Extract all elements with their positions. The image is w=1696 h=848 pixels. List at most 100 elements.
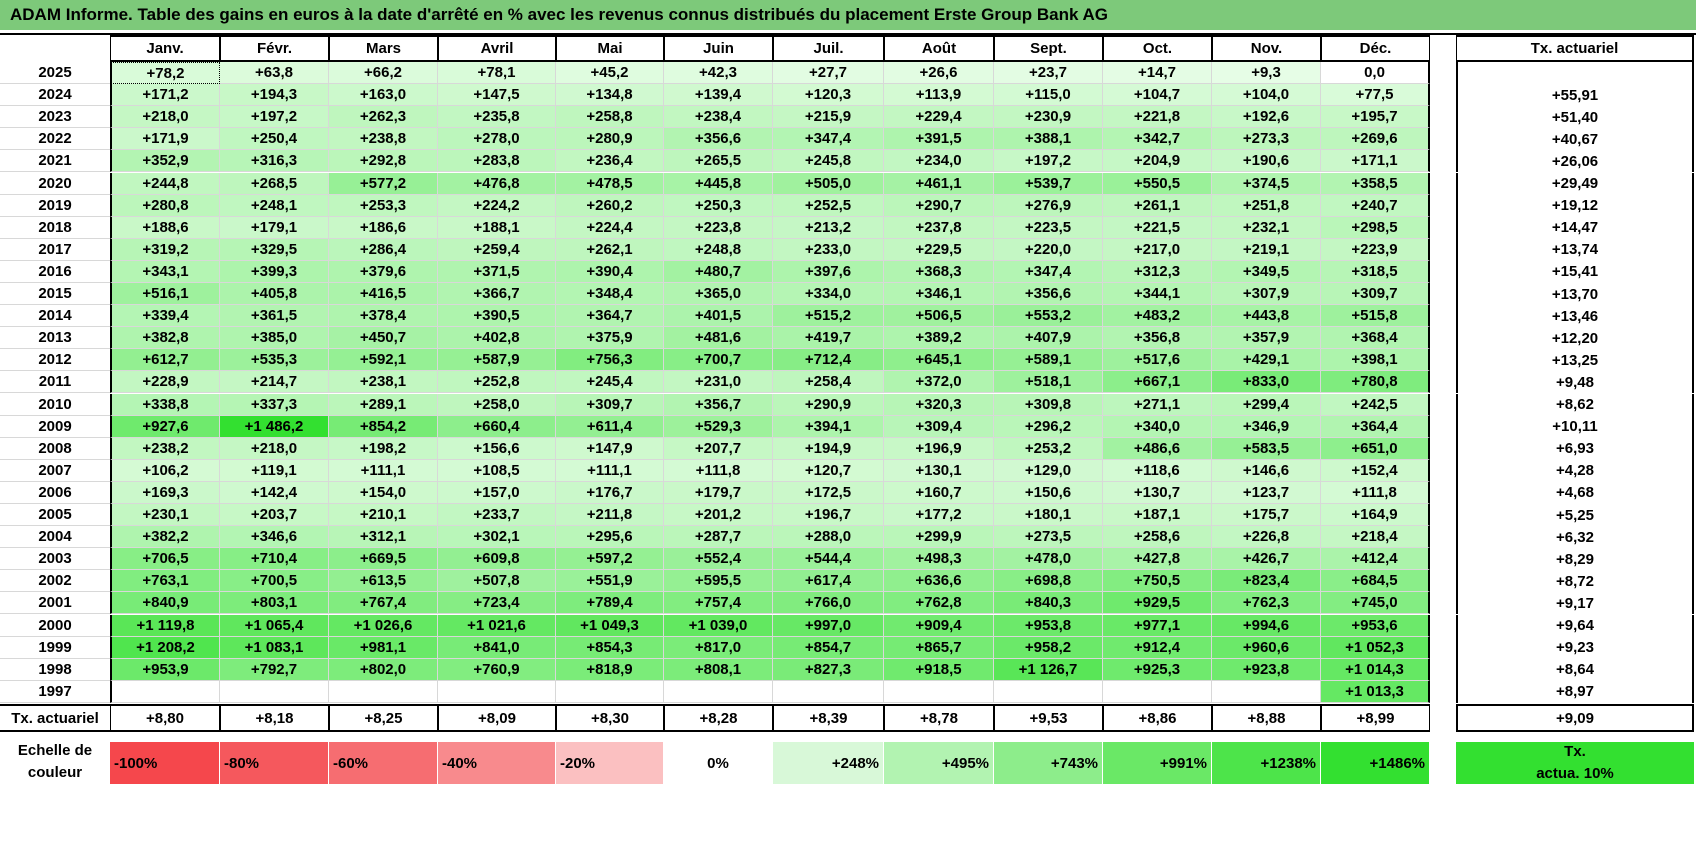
year-label: 1997	[0, 681, 110, 703]
table-cell: +1 049,3	[556, 614, 664, 637]
month-header: Juin	[664, 35, 773, 62]
table-cell: +745,0	[1321, 592, 1430, 615]
table-cell: +309,8	[994, 393, 1103, 416]
table-cell: +238,4	[664, 106, 773, 129]
rate-cell: +13,74	[1456, 238, 1694, 261]
table-cell: +224,2	[438, 194, 556, 217]
rate-cell: +12,20	[1456, 327, 1694, 350]
table-cell: +375,9	[556, 327, 664, 350]
table-cell: +154,0	[329, 481, 438, 504]
footer-rate-cell: +8,88	[1212, 704, 1321, 732]
table-cell: +309,7	[1321, 283, 1430, 306]
table-cell: +840,9	[110, 592, 220, 615]
table-cell: +374,5	[1212, 172, 1321, 195]
table-cell: +292,8	[329, 150, 438, 173]
table-cell: +220,0	[994, 238, 1103, 261]
footer-rate-cell: +8,39	[773, 704, 884, 732]
table-cell: +104,7	[1103, 84, 1212, 107]
table-cell: +1 208,2	[110, 636, 220, 659]
table-cell: +583,5	[1212, 437, 1321, 460]
month-header: Mai	[556, 35, 664, 62]
table-cell: +589,1	[994, 349, 1103, 372]
table-cell: +515,2	[773, 305, 884, 328]
table-cell: +147,9	[556, 437, 664, 460]
table-cell: +481,6	[664, 327, 773, 350]
table-cell: +402,8	[438, 327, 556, 350]
table-cell: +223,5	[994, 216, 1103, 239]
table-cell: +346,1	[884, 283, 994, 306]
table-cell: +78,1	[438, 62, 556, 85]
table-cell: +78,2	[110, 62, 220, 85]
rate-cell: +9,17	[1456, 592, 1694, 615]
table-cell: +539,7	[994, 172, 1103, 195]
table-cell: +669,5	[329, 548, 438, 571]
table-cell: +252,8	[438, 371, 556, 394]
table-cell: +929,5	[1103, 592, 1212, 615]
table-cell: +767,4	[329, 592, 438, 615]
table-cell: 0,0	[1321, 62, 1430, 85]
year-label: 2022	[0, 128, 110, 151]
table-cell: +1 014,3	[1321, 658, 1430, 681]
table-cell: +253,3	[329, 194, 438, 217]
table-cell: +818,9	[556, 658, 664, 681]
table-cell: +397,6	[773, 260, 884, 283]
table-cell: +378,4	[329, 305, 438, 328]
table-cell: +823,4	[1212, 570, 1321, 593]
table-cell: +550,5	[1103, 172, 1212, 195]
table-cell: +251,8	[1212, 194, 1321, 217]
table-cell: +808,1	[664, 658, 773, 681]
year-label: 2007	[0, 460, 110, 482]
table-cell: +379,6	[329, 260, 438, 283]
table-cell: +667,1	[1103, 371, 1212, 394]
table-cell: +1 026,6	[329, 614, 438, 637]
year-label: 2004	[0, 526, 110, 549]
table-cell: +756,3	[556, 349, 664, 372]
table-cell: +248,8	[664, 238, 773, 261]
table-cell: +1 013,3	[1321, 680, 1430, 703]
table-cell: +329,5	[220, 238, 329, 261]
table-cell: +258,4	[773, 371, 884, 394]
table-cell: +338,8	[110, 393, 220, 416]
table-cell: +684,5	[1321, 570, 1430, 593]
table-cell: +1 083,1	[220, 636, 329, 659]
table-cell: +342,7	[1103, 128, 1212, 151]
table-cell: +309,4	[884, 415, 994, 438]
table-cell: +42,3	[664, 62, 773, 85]
table-cell	[438, 680, 556, 703]
color-scale-swatch: +495%	[884, 742, 994, 784]
table-cell: +803,1	[220, 592, 329, 615]
table-cell: +171,9	[110, 128, 220, 151]
color-scale-swatch: -20%	[556, 742, 664, 784]
table-cell: +344,1	[1103, 283, 1212, 306]
footer-rate-cell: +8,18	[220, 704, 329, 732]
table-cell: +177,2	[884, 504, 994, 527]
table-cell: +160,7	[884, 481, 994, 504]
table-cell: +478,0	[994, 548, 1103, 571]
table-cell: +700,5	[220, 570, 329, 593]
table-cell: +235,8	[438, 106, 556, 129]
table-cell: +789,4	[556, 592, 664, 615]
table-cell: +361,5	[220, 305, 329, 328]
rate-cell: +13,70	[1456, 283, 1694, 306]
table-cell: +258,6	[1103, 526, 1212, 549]
table-cell: +429,1	[1212, 349, 1321, 372]
rate-swatch-line2: actua. 10%	[1536, 765, 1614, 782]
table-cell: +337,3	[220, 393, 329, 416]
table-cell: +192,6	[1212, 106, 1321, 129]
color-scale-swatch: -100%	[110, 742, 220, 784]
table-cell: +188,6	[110, 216, 220, 239]
table-cell: +762,8	[884, 592, 994, 615]
table-cell: +197,2	[220, 106, 329, 129]
table-cell: +515,8	[1321, 305, 1430, 328]
table-cell: +953,8	[994, 614, 1103, 637]
table-cell: +617,4	[773, 570, 884, 593]
table-cell: +960,6	[1212, 636, 1321, 659]
table-cell: +299,4	[1212, 393, 1321, 416]
table-cell: +981,1	[329, 636, 438, 659]
table-cell: +723,4	[438, 592, 556, 615]
table-cell: +953,6	[1321, 614, 1430, 637]
month-header: Mars	[329, 35, 438, 62]
table-cell: +230,9	[994, 106, 1103, 129]
table-cell: +710,4	[220, 548, 329, 571]
table-cell: +290,7	[884, 194, 994, 217]
